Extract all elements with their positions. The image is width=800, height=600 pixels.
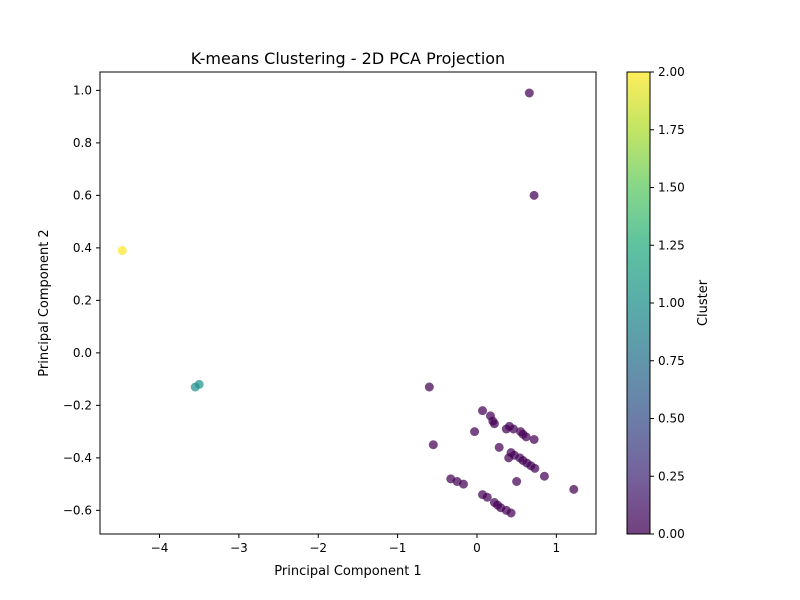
scatter-point bbox=[458, 479, 468, 489]
scatter-point bbox=[478, 406, 488, 416]
scatter-point bbox=[494, 442, 504, 452]
x-axis-label: Principal Component 1 bbox=[274, 564, 421, 579]
scatter-point bbox=[482, 492, 492, 502]
scatter-point bbox=[569, 484, 579, 494]
y-axis-label: Principal Component 2 bbox=[37, 229, 52, 376]
points-layer bbox=[117, 88, 579, 518]
colorbar-tick-label: 0.75 bbox=[658, 354, 685, 368]
scatter-point bbox=[524, 88, 534, 98]
colorbar-tick-label: 1.25 bbox=[658, 238, 685, 252]
scatter-point bbox=[539, 471, 549, 481]
colorbar-label: Cluster bbox=[696, 279, 711, 326]
x-axis: −4 −3 −2 −1 0 1 bbox=[151, 534, 560, 555]
scatter-point bbox=[194, 379, 204, 389]
scatter-point bbox=[424, 382, 434, 392]
scatter-point bbox=[512, 477, 522, 486]
colorbar-tick-label: 0.25 bbox=[658, 469, 685, 483]
scatter-point bbox=[117, 246, 127, 255]
x-tick-label: −4 bbox=[151, 541, 169, 555]
y-tick-label: 0.6 bbox=[73, 188, 92, 202]
scatter-point bbox=[529, 435, 539, 444]
colorbar-tick-label: 2.00 bbox=[658, 65, 685, 79]
colorbar-tick-label: 1.50 bbox=[658, 181, 685, 195]
x-tick-label: −3 bbox=[230, 541, 248, 555]
colorbar-tick-label: 0.50 bbox=[658, 412, 685, 426]
colorbar-tick-label: 1.75 bbox=[658, 123, 685, 137]
x-tick-label: 0 bbox=[473, 541, 481, 555]
scatter-point bbox=[508, 424, 518, 434]
colorbar-tick-label: 1.00 bbox=[658, 296, 685, 310]
chart-title: K-means Clustering - 2D PCA Projection bbox=[191, 49, 505, 68]
plot-frame bbox=[99, 71, 597, 535]
x-tick-label: 1 bbox=[552, 541, 560, 555]
y-tick-label: −0.6 bbox=[63, 503, 92, 517]
y-tick-label: −0.2 bbox=[63, 398, 92, 412]
colorbar-ticks: 0.00 0.25 0.50 0.75 1.00 1.25 1.50 1.75 2.00 bbox=[650, 65, 685, 541]
y-tick-label: 0.4 bbox=[73, 241, 92, 255]
y-tick-label: 1.0 bbox=[73, 83, 92, 97]
colorbar-tick-label: 0.00 bbox=[658, 527, 685, 541]
scatter-point bbox=[504, 453, 514, 463]
y-tick-label: 0.0 bbox=[73, 346, 92, 360]
y-tick-label: −0.4 bbox=[63, 451, 92, 465]
y-tick-label: 0.8 bbox=[73, 136, 92, 150]
scatter-point bbox=[428, 440, 438, 450]
y-axis: −0.6 −0.4 −0.2 0.0 0.2 0.4 0.6 0.8 1.0 bbox=[63, 83, 100, 517]
scatter-point bbox=[529, 190, 539, 200]
scatter-point bbox=[470, 427, 480, 437]
x-tick-label: −1 bbox=[389, 541, 407, 555]
scatter-point bbox=[530, 463, 540, 473]
y-tick-label: 0.2 bbox=[73, 293, 92, 307]
scatter-point bbox=[489, 419, 499, 429]
scatter-point bbox=[506, 508, 516, 518]
x-tick-label: −2 bbox=[309, 541, 327, 555]
colorbar bbox=[626, 71, 651, 535]
scatter-point bbox=[521, 432, 531, 442]
